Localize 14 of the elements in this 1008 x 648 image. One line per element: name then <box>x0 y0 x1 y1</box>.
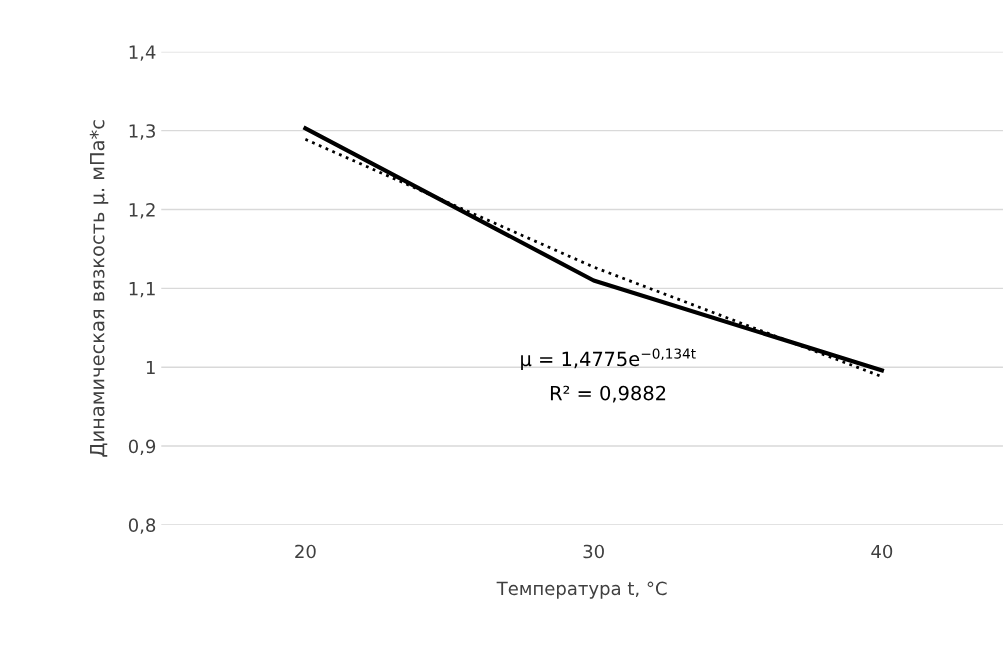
y-tick-label: 0,8 <box>128 518 156 534</box>
y-tick-label: 0,9 <box>128 439 156 455</box>
y-tick-label: 1,1 <box>129 282 155 298</box>
annotation: R² = 0,9882 <box>550 385 666 403</box>
y-axis-title: Динамическая вязкость μ. мПа*с <box>89 120 109 457</box>
y-tick-label: 1 <box>146 360 155 375</box>
y-tick-label: 1,2 <box>129 202 155 219</box>
x-tick-label: 20 <box>295 544 316 559</box>
annotation: μ = 1,4775e$^{−0,134t}$ <box>521 348 696 371</box>
y-tick-label: 1,4 <box>129 45 156 61</box>
x-tick-label: 40 <box>871 544 893 559</box>
y-tick-label: 1,3 <box>129 124 155 140</box>
x-axis-title: Температура t, °C <box>496 581 667 599</box>
x-tick-label: 30 <box>583 544 604 559</box>
